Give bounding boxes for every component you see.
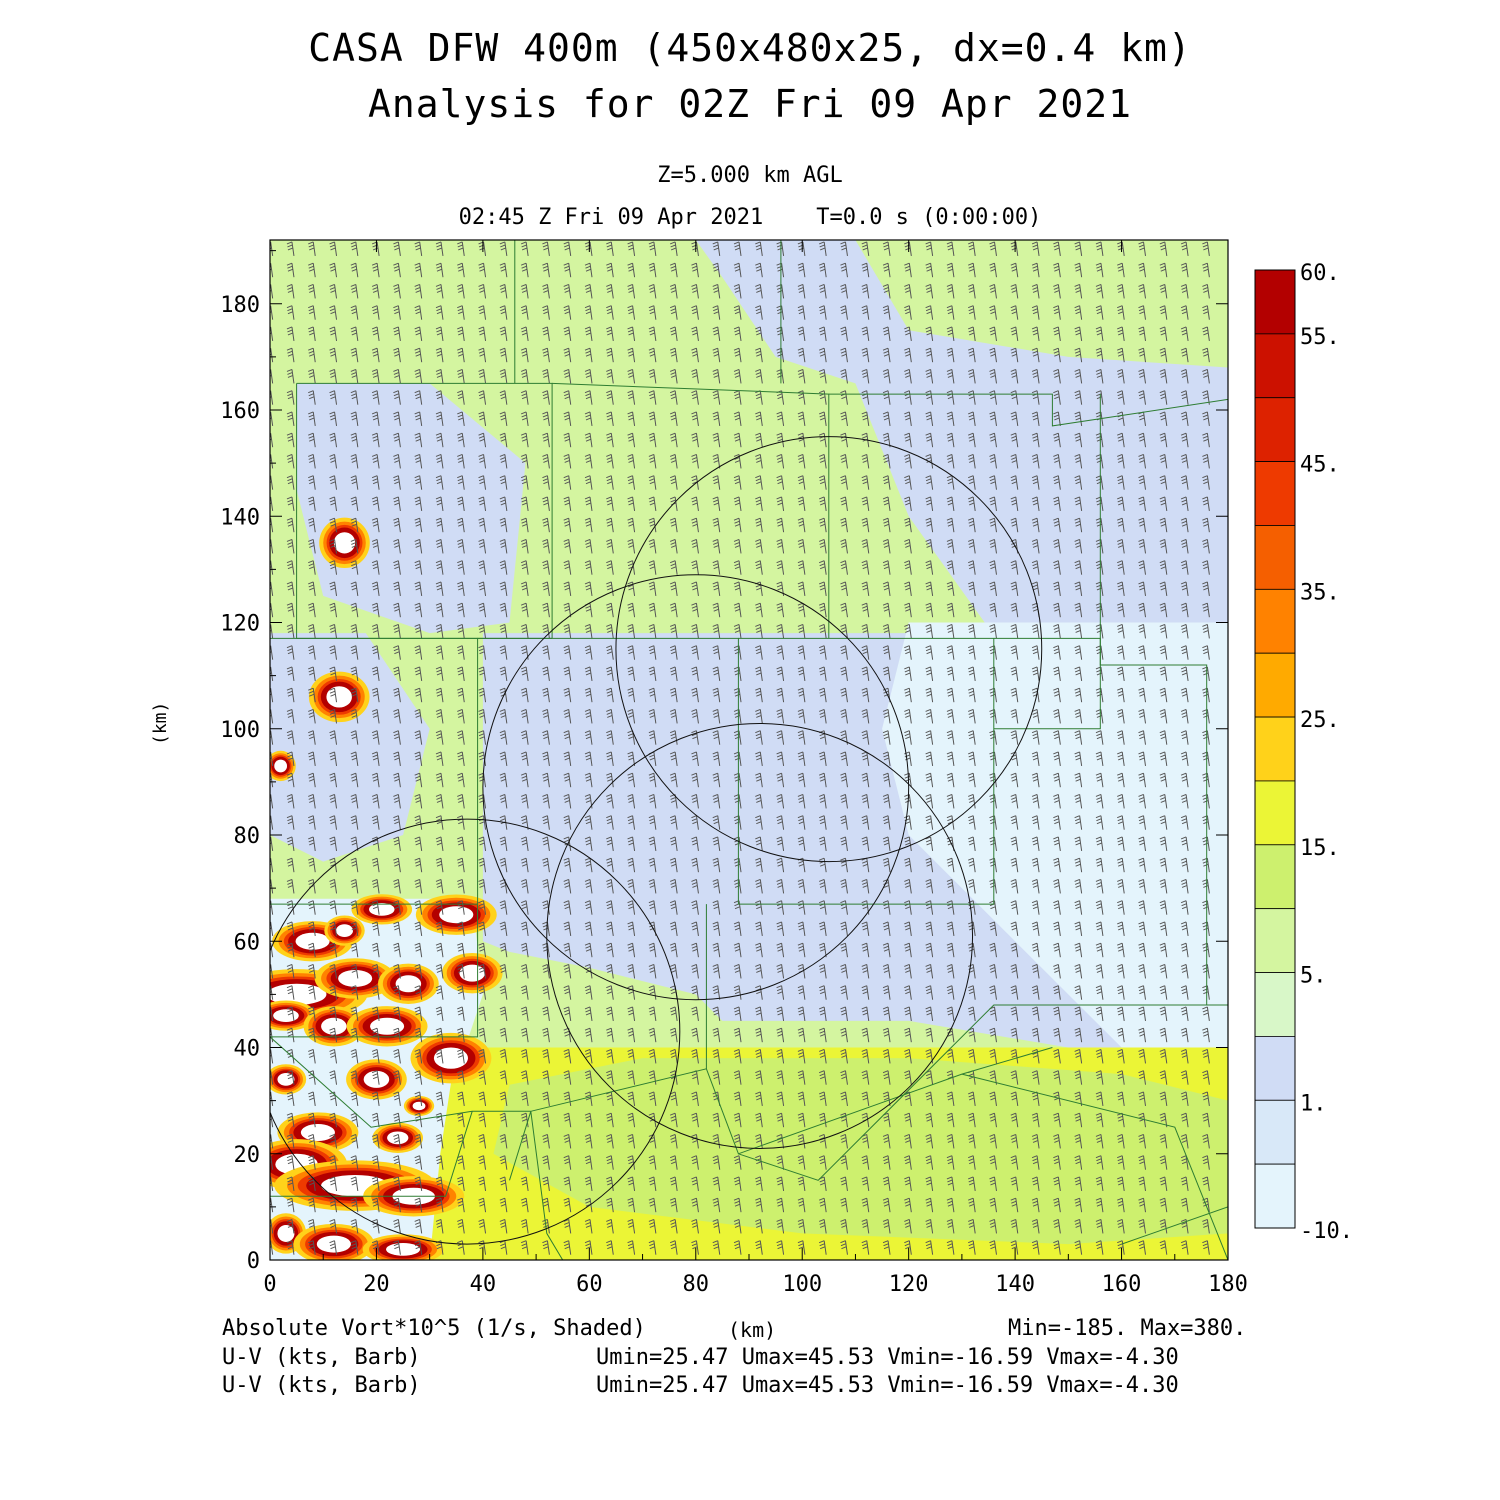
colorbar-swatch-8 [1254,780,1296,846]
county-line-12 [270,1036,1053,1155]
county-line-15 [270,1111,473,1197]
county-line-16 [509,1111,564,1260]
vortex-cell-16 [346,1059,407,1100]
county-line-9 [993,637,1101,730]
x-tick-label-160: 160 [1102,1272,1142,1297]
vortex-cell-12 [303,1006,365,1047]
colorbar-label-7: 1. [1300,1091,1327,1116]
vorticity-region-1 [695,240,1228,665]
chart-title: CASA DFW 400m (450x480x25, dx=0.4 km) [308,26,1192,70]
colorbar-label-8: -10. [1300,1219,1353,1244]
county-line-8 [738,637,995,905]
plot-area [270,240,1228,1260]
vorticity-region-3 [296,383,526,634]
colorbar-swatch-6 [1254,652,1296,718]
colorbar-swatch-10 [1254,908,1296,973]
colorbar-label-6: 5. [1300,964,1327,989]
x-tick-label-20: 20 [363,1272,390,1297]
x-axis-label: (km) [728,1318,777,1342]
x-tick-label-120: 120 [889,1272,929,1297]
colorbar-swatch-0 [1254,269,1296,335]
vortex-cell-6 [324,915,365,946]
colorbar-label-2: 45. [1300,453,1340,478]
vortex-cell-15 [270,1064,307,1095]
vortex-cell-2 [270,750,296,782]
colorbar-label-4: 25. [1300,708,1340,733]
county-line-3 [828,393,1228,427]
y-tick-label-180: 180 [220,293,260,318]
valid-time-label: 02:45 Z Fri 09 Apr 2021 T=0.0 s (0:00:00… [458,205,1042,230]
vortex-cell-17 [403,1095,435,1117]
radar-range-ring-2 [546,722,974,1149]
colorbar-swatch-12 [1254,1036,1296,1101]
colorbar-swatch-7 [1254,716,1296,782]
axes: 0 20 40 60 80 100 120 140 160 180 0 20 40 60 80 100 120 1… [220,240,1248,1297]
x-tick-label-140: 140 [995,1272,1035,1297]
footer-stats3: Umin=25.47 Umax=45.53 Vmin=-16.59 Vmax=-… [596,1373,1179,1398]
colorbar-label-5: 15. [1300,836,1340,861]
y-tick-label-80: 80 [234,824,261,849]
y-tick-label-20: 20 [234,1143,261,1168]
colorbar-swatch-14 [1254,1163,1296,1229]
colorbar-label-1: 55. [1300,325,1340,350]
vortex-cell-4 [415,894,497,935]
colorbar-label-0: 60. [1300,261,1340,286]
chart-subtitle: Analysis for 02Z Fri 09 Apr 2021 [367,82,1133,126]
radar-range-ring-1 [482,574,910,1001]
colorbar-swatch-4 [1254,525,1296,590]
colorbar: 60. 55. 45. 35. 25. 15. 5. 1. -10. [1254,261,1353,1244]
level-label: Z=5.000 km AGL [657,163,843,188]
county-boundaries [270,240,1228,1260]
colorbar-swatch-1 [1254,333,1296,399]
radar-range-ring-3 [270,818,681,1245]
y-tick-label-160: 160 [220,399,260,424]
x-tick-label-80: 80 [683,1272,710,1297]
x-tick-label-180: 180 [1208,1272,1248,1297]
y-tick-label-120: 120 [220,612,260,637]
y-tick-label-40: 40 [234,1037,261,1062]
footer-stats2: Umin=25.47 Umax=45.53 Vmin=-16.59 Vmax=-… [596,1345,1179,1370]
county-line-11 [270,904,479,1038]
footer-field2: U-V (kts, Barb) [222,1345,421,1370]
vortex-cell-10 [441,952,503,994]
radar-range-ring-0 [615,436,1043,863]
vortex-cell-9 [378,963,439,1004]
county-line-14 [738,1004,1207,1181]
colorbar-swatch-3 [1254,461,1296,526]
colorbar-swatch-13 [1254,1099,1296,1165]
y-tick-label-140: 140 [220,505,260,530]
x-tick-label-0: 0 [263,1272,276,1297]
colorbar-swatch-2 [1254,397,1296,463]
vortex-cell-1 [308,671,370,723]
vortex-cell-0 [319,517,370,569]
x-tick-label-100: 100 [782,1272,822,1297]
footer-minmax: Min=-185. Max=380. [1008,1316,1247,1341]
x-tick-label-60: 60 [576,1272,603,1297]
colorbar-swatch-5 [1254,588,1296,654]
y-tick-label-0: 0 [247,1249,260,1274]
x-tick-label-40: 40 [470,1272,497,1297]
colorbar-swatch-9 [1254,844,1296,910]
county-line-18 [1121,1206,1228,1245]
footer-field3: U-V (kts, Barb) [222,1373,421,1398]
y-tick-label-60: 60 [234,930,261,955]
county-line-17 [961,1073,1228,1260]
vortex-cell-3 [351,894,413,925]
colorbar-swatch-11 [1254,972,1296,1037]
county-line-6 [270,637,479,905]
colorbar-label-3: 35. [1300,580,1340,605]
footer-field1: Absolute Vort*10^5 (1/s, Shaded) [222,1316,646,1341]
county-line-10 [1099,394,1228,1006]
colorbar-frame [1254,269,1296,1229]
wind-barbs [270,241,1210,1255]
vortex-cell-14 [410,1032,492,1084]
y-tick-label-100: 100 [220,718,260,743]
vorticity-region-2 [882,622,1228,1048]
